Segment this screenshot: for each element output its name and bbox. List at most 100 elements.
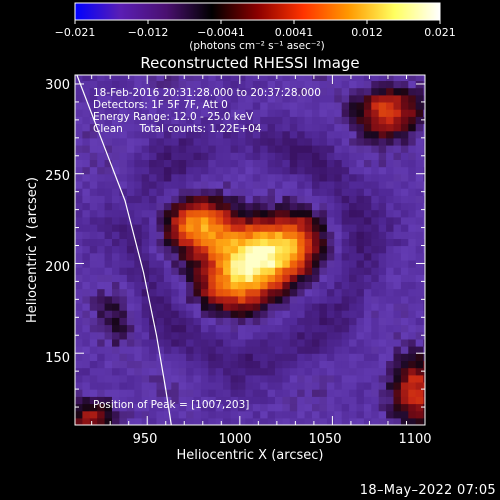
heatmap-pixel <box>119 166 128 175</box>
heatmap-pixel <box>334 274 343 282</box>
heatmap-pixel <box>378 396 387 405</box>
heatmap-pixel <box>408 338 417 347</box>
heatmap-pixel <box>267 152 276 160</box>
heatmap-pixel <box>393 209 402 218</box>
heatmap-pixel <box>75 94 83 103</box>
heatmap-pixel <box>104 360 113 369</box>
heatmap-pixel <box>371 288 380 297</box>
heatmap-pixel <box>126 238 135 247</box>
heatmap-pixel <box>341 281 350 290</box>
heatmap-pixel <box>267 130 276 139</box>
heatmap-pixel <box>267 123 276 132</box>
heatmap-pixel <box>104 145 113 153</box>
heatmap-pixel <box>149 123 158 132</box>
heatmap-pixel <box>319 403 328 412</box>
heatmap-pixel <box>141 87 150 96</box>
heatmap-pixel <box>245 295 254 304</box>
heatmap-pixel <box>134 252 143 261</box>
heatmap-pixel <box>289 267 298 275</box>
heatmap-pixel <box>141 310 150 318</box>
heatmap-pixel <box>156 130 165 139</box>
heatmap-pixel <box>141 267 150 275</box>
heatmap-pixel <box>415 331 424 340</box>
heatmap-pixel <box>400 274 409 282</box>
heatmap-pixel <box>82 130 91 139</box>
heatmap-pixel <box>171 417 180 425</box>
heatmap-pixel <box>149 338 158 347</box>
heatmap-pixel <box>326 137 335 146</box>
heatmap-pixel <box>223 116 232 125</box>
heatmap-pixel <box>267 338 276 347</box>
heatmap-pixel <box>349 145 358 153</box>
heatmap-pixel <box>89 209 98 218</box>
heatmap-pixel <box>230 188 239 196</box>
heatmap-pixel <box>275 195 283 204</box>
heatmap-pixel <box>275 166 283 175</box>
heatmap-pixel <box>149 231 158 239</box>
heatmap-pixel <box>171 346 180 354</box>
heatmap-pixel <box>178 252 187 261</box>
heatmap-pixel <box>297 310 306 318</box>
heatmap-pixel <box>223 166 232 175</box>
heatmap-pixel <box>82 288 91 297</box>
heatmap-pixel <box>238 101 246 110</box>
heatmap-pixel <box>104 338 113 347</box>
heatmap-pixel <box>230 360 239 369</box>
heatmap-pixel <box>267 389 276 397</box>
heatmap-pixel <box>186 331 195 340</box>
heatmap-pixel <box>126 288 135 297</box>
heatmap-pixel <box>163 252 172 261</box>
heatmap-pixel <box>163 295 172 304</box>
heatmap-pixel <box>89 367 98 376</box>
heatmap-pixel <box>156 317 165 326</box>
heatmap-pixel <box>297 166 306 175</box>
heatmap-pixel <box>82 396 91 405</box>
heatmap-pixel <box>400 109 409 117</box>
heatmap-pixel <box>126 75 135 81</box>
heatmap-pixel <box>400 346 409 354</box>
heatmap-pixel <box>297 130 306 139</box>
heatmap-pixel <box>326 274 335 282</box>
heatmap-pixel <box>400 216 409 225</box>
heatmap-pixel <box>400 252 409 261</box>
heatmap-pixel <box>341 403 350 412</box>
heatmap-pixel <box>297 324 306 333</box>
heatmap-pixel <box>356 396 365 405</box>
heatmap-pixel <box>141 116 150 125</box>
heatmap-pixel <box>334 295 343 304</box>
heatmap-pixel <box>319 75 328 81</box>
heatmap-pixel <box>378 202 387 211</box>
heatmap-pixel <box>252 324 261 333</box>
heatmap-pixel <box>171 101 180 110</box>
heatmap-pixel <box>282 101 291 110</box>
heatmap-pixel <box>223 353 232 361</box>
heatmap-pixel <box>238 166 246 175</box>
heatmap-pixel <box>208 389 217 397</box>
heatmap-pixel <box>112 145 120 153</box>
heatmap-pixel <box>386 152 395 160</box>
heatmap-pixel <box>97 396 106 405</box>
heatmap-pixel <box>260 80 269 89</box>
heatmap-pixel <box>267 367 276 376</box>
heatmap-pixel <box>89 338 98 347</box>
heatmap-pixel <box>149 166 158 175</box>
heatmap-pixel <box>208 245 217 254</box>
heatmap-pixel <box>208 152 217 160</box>
heatmap-pixel <box>326 109 335 117</box>
heatmap-pixel <box>82 360 91 369</box>
heatmap-pixel <box>319 166 328 175</box>
heatmap-pixel <box>149 75 158 81</box>
heatmap-pixel <box>178 116 187 125</box>
heatmap-pixel <box>141 152 150 160</box>
heatmap-pixel <box>208 195 217 204</box>
heatmap-pixel <box>267 109 276 117</box>
heatmap-pixel <box>386 109 395 117</box>
heatmap-pixel <box>275 238 283 247</box>
heatmap-pixel <box>408 252 417 261</box>
heatmap-pixel <box>312 80 320 89</box>
heatmap-pixel <box>75 410 83 419</box>
heatmap-pixel <box>75 109 83 117</box>
heatmap-pixel <box>319 145 328 153</box>
heatmap-pixel <box>245 216 254 225</box>
heatmap-pixel <box>297 238 306 247</box>
